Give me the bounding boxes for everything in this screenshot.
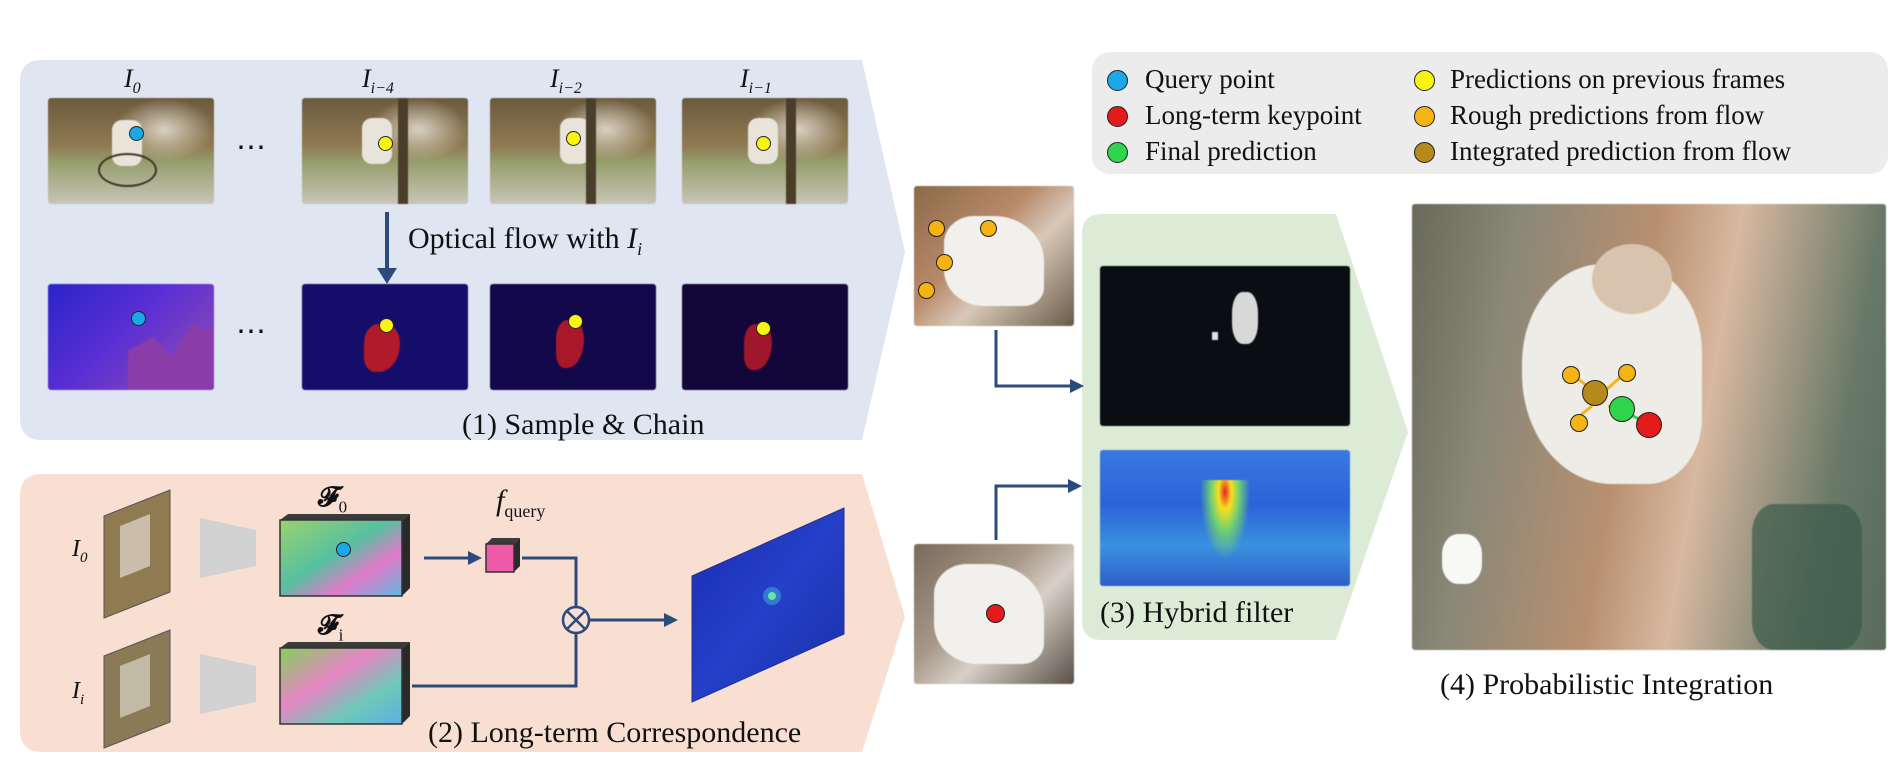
- rgb-frame-0: [48, 98, 214, 204]
- ellipsis-top: ⋯: [236, 131, 268, 164]
- input-label-i0: I0: [72, 536, 88, 566]
- legend-previous-dot: [1414, 70, 1435, 91]
- tree-trunk: [398, 98, 408, 204]
- filter-heatmap-image: [1100, 450, 1350, 586]
- integration-image: [1412, 204, 1886, 650]
- rgb-frame-i-4: [302, 98, 468, 204]
- rough-flow-marker: [980, 220, 997, 237]
- rough-flow-marker: [928, 220, 945, 237]
- bicycle-wheel: [98, 153, 157, 187]
- query-point-marker: [131, 311, 146, 326]
- legend-longterm-dot: [1107, 106, 1128, 127]
- previous-prediction-marker: [568, 314, 583, 329]
- panel2-title: (2) Long-term Correspondence: [428, 716, 802, 749]
- longterm-keypoint-marker: [1636, 412, 1662, 438]
- previous-prediction-marker: [378, 136, 393, 151]
- ellipsis-bottom: ⋯: [236, 315, 268, 348]
- input-frame-ii: [103, 629, 171, 749]
- frame-label-i-1: Ii−1: [740, 64, 772, 98]
- tree-trunk: [786, 98, 796, 204]
- previous-prediction-marker: [566, 131, 581, 146]
- person-head: [1592, 244, 1672, 314]
- input-label-ii: Ii: [72, 678, 85, 708]
- feature-map-fi: [279, 642, 410, 725]
- legend-longterm-label: Long-term keypoint: [1145, 100, 1362, 130]
- rough-flow-marker: [1570, 414, 1588, 432]
- encoder-block-bottom: [200, 654, 256, 714]
- legend-query-dot: [1107, 70, 1128, 91]
- legend-rough-dot: [1414, 106, 1435, 127]
- feature-label-fi: 𝓕i: [318, 610, 344, 645]
- legend-rough-label: Rough predictions from flow: [1450, 100, 1765, 130]
- query-point-marker: [129, 126, 144, 141]
- flow-frame-i-4: [302, 284, 468, 390]
- background-foliage: [1752, 504, 1862, 650]
- previous-prediction-marker: [756, 136, 771, 151]
- flow-down-arrow: [377, 212, 397, 284]
- rough-flow-marker: [918, 282, 935, 299]
- legend-integrated-label: Integrated prediction from flow: [1450, 136, 1792, 166]
- frame-label-i-4: Ii−4: [362, 64, 394, 98]
- panel1-title: (1) Sample & Chain: [462, 408, 705, 441]
- legend-final-label: Final prediction: [1145, 136, 1317, 166]
- legend-background: [1092, 52, 1888, 174]
- longterm-keypoint-marker: [986, 604, 1005, 623]
- frame-label-i-2: Ii−2: [550, 64, 582, 98]
- final-prediction-marker: [1609, 396, 1635, 422]
- mask-blob: [1232, 292, 1258, 344]
- previous-prediction-marker: [379, 318, 394, 333]
- rough-flow-marker: [936, 254, 953, 271]
- flow-frame-0: [48, 284, 214, 390]
- heatmap-peak: [1200, 480, 1250, 560]
- tree-trunk: [586, 98, 596, 204]
- feature-map-f0: [279, 514, 410, 597]
- legend-final-dot: [1107, 142, 1128, 163]
- legend-integrated-dot: [1414, 142, 1435, 163]
- encoder-block-top: [200, 518, 256, 578]
- feature-label-f0: 𝓕0: [318, 482, 348, 517]
- panel3-title: (3) Hybrid filter: [1100, 596, 1294, 629]
- legend-query-label: Query point: [1145, 64, 1275, 94]
- optical-flow-label: Optical flow with Ii: [408, 222, 643, 259]
- integrated-prediction-marker: [1582, 380, 1608, 406]
- rough-flow-marker: [1562, 366, 1580, 384]
- rgb-frame-i-1: [682, 98, 848, 204]
- mask-blob: [1212, 332, 1218, 340]
- rough-flow-marker: [1618, 364, 1636, 382]
- flow-frame-i-2: [490, 284, 656, 390]
- panel4-title: (4) Probabilistic Integration: [1440, 668, 1774, 701]
- legend-previous-label: Predictions on previous frames: [1450, 64, 1786, 94]
- filter-mask-image: [1100, 266, 1350, 426]
- rgb-frame-i-2: [490, 98, 656, 204]
- previous-prediction-marker: [756, 321, 771, 336]
- query-feature-label: fquery: [496, 484, 546, 521]
- query-point-marker: [336, 542, 351, 557]
- input-frame-i0: [103, 489, 171, 619]
- background-object: [1442, 534, 1482, 584]
- query-feature-cube: [485, 538, 520, 573]
- correlation-map: [691, 507, 845, 703]
- frame-label-0: I0: [124, 64, 141, 98]
